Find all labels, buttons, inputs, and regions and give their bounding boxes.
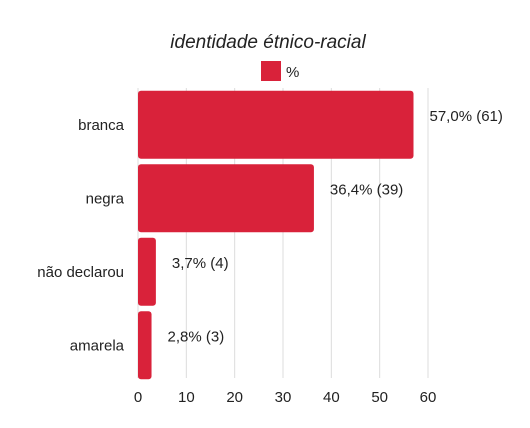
x-axis-ticks: 0 10 20 30 40 50 60	[134, 389, 437, 406]
category-label: amarela	[70, 337, 125, 354]
bar	[138, 311, 152, 380]
x-tick-label: 0	[134, 389, 142, 406]
data-label: 3,7% (4)	[172, 255, 229, 272]
category-label: não declarou	[37, 264, 124, 281]
chart-title: identidade étnico-racial	[170, 32, 366, 53]
x-tick-label: 10	[178, 389, 195, 406]
bar	[138, 164, 314, 233]
legend-label: %	[286, 64, 299, 81]
bar	[138, 90, 414, 159]
bar	[138, 237, 156, 306]
category-label: branca	[78, 117, 125, 134]
labels: branca 57,0% (61) negra 36,4% (39) não decla…	[37, 108, 503, 355]
data-label: 2,8% (3)	[168, 328, 225, 345]
x-tick-label: 30	[275, 389, 292, 406]
x-tick-label: 40	[323, 389, 340, 406]
category-label: negra	[86, 190, 125, 207]
legend-swatch	[261, 61, 281, 81]
data-label: 57,0% (61)	[430, 108, 503, 125]
x-tick-label: 60	[420, 389, 437, 406]
x-tick-label: 50	[371, 389, 388, 406]
x-tick-label: 20	[226, 389, 243, 406]
data-label: 36,4% (39)	[330, 181, 403, 198]
bars	[138, 90, 414, 380]
